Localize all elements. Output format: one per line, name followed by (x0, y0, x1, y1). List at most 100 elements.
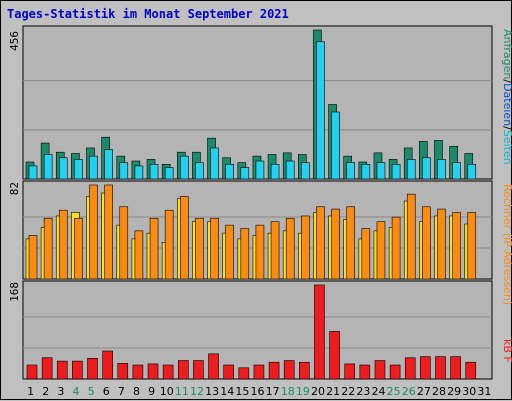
legend-middle: Rechner (IP-Adressen) (501, 184, 512, 305)
bar-rechner (270, 221, 280, 280)
bar-rechner (285, 217, 295, 280)
x-tick-label: 23 (356, 385, 370, 398)
bar-kbf (299, 361, 310, 380)
bar-rechner (361, 228, 371, 280)
bar-dateien (195, 162, 204, 180)
bar-dateien (316, 41, 325, 180)
bar-dateien (58, 157, 68, 180)
bar-rechner (134, 230, 144, 280)
bar-dateien (74, 159, 83, 180)
x-tick-label: 7 (118, 385, 125, 398)
bar-rechner (104, 184, 113, 280)
bar-kbf (420, 356, 431, 380)
bar-rechner (43, 217, 53, 280)
bar-kbf (87, 357, 98, 380)
legend-seiten: Seiten (501, 130, 512, 165)
bar-kbf (208, 353, 219, 380)
bar-rechner (346, 206, 356, 280)
bar-kbf (26, 364, 38, 380)
bar-kbf (132, 364, 144, 380)
plot-panel-3 (22, 280, 493, 380)
x-tick-label: 1 (27, 385, 34, 398)
legend-sep-1: / (501, 79, 512, 83)
bar-dateien (301, 162, 310, 180)
x-tick-label: 28 (432, 385, 446, 398)
bar-dateien (164, 167, 174, 180)
x-tick-label: 6 (103, 385, 110, 398)
legend-kbf: kB F (501, 339, 512, 363)
x-tick-label: 14 (220, 385, 234, 398)
bar-dateien (240, 167, 250, 180)
x-tick-label: 26 (402, 385, 416, 398)
bar-kbf (389, 364, 401, 380)
x-tick-label: 8 (133, 385, 140, 398)
bar-rechner (225, 224, 234, 280)
x-tick-label: 10 (160, 385, 174, 398)
bar-kbf (374, 360, 386, 380)
x-tick-label: 3 (57, 385, 64, 398)
bar-rechner (376, 221, 386, 280)
bar-dateien (134, 165, 144, 180)
bar-kbf (435, 356, 446, 380)
x-tick-label: 25 (387, 385, 401, 398)
bar-rechner (316, 206, 325, 280)
bar-dateien (179, 155, 189, 180)
legend-dateien: Dateien (501, 83, 512, 126)
x-tick-label: 19 (296, 385, 310, 398)
bar-rechner (240, 228, 250, 280)
legend-anfragen: Anfragen (501, 29, 512, 79)
bar-rechner (179, 196, 189, 280)
x-tick-label: 17 (266, 385, 280, 398)
bar-kbf (253, 364, 265, 380)
x-tick-label: 29 (447, 385, 461, 398)
x-tick-label: 22 (341, 385, 355, 398)
bar-dateien (43, 154, 53, 180)
bar-kbf (177, 360, 189, 380)
bar-rechner (28, 235, 38, 280)
bar-dateien (437, 159, 446, 180)
bar-kbf (162, 364, 174, 380)
bar-dateien (376, 162, 386, 180)
bar-dateien (255, 160, 265, 180)
bar-kbf (193, 360, 204, 380)
x-tick-label: 2 (42, 385, 49, 398)
bar-dateien (285, 160, 295, 180)
bar-kbf (404, 357, 416, 380)
bar-rechner (452, 212, 461, 280)
bar-rechner (301, 215, 310, 280)
bar-rechner (210, 217, 219, 280)
bar-dateien (467, 163, 477, 180)
bar-dateien (89, 155, 98, 180)
x-tick-label: 5 (88, 385, 95, 398)
x-tick-label: 13 (205, 385, 219, 398)
bar-kbf (314, 284, 325, 380)
bar-kbf (283, 360, 295, 380)
bar-rechner (119, 206, 129, 280)
y-max-label-middle: 82 (8, 182, 21, 195)
bar-dateien (391, 163, 401, 180)
bar-rechner (467, 212, 477, 280)
bar-dateien (149, 163, 159, 180)
bar-rechner (391, 216, 401, 280)
x-tick-label: 20 (311, 385, 325, 398)
bar-kbf (117, 363, 129, 380)
y-max-label-top: 456 (8, 31, 21, 51)
x-tick-label: 27 (417, 385, 431, 398)
bar-dateien (346, 162, 356, 180)
bar-kbf (450, 356, 461, 380)
bar-dateien (210, 147, 219, 180)
x-tick-label: 21 (326, 385, 340, 398)
x-tick-label: 31 (477, 385, 491, 398)
x-tick-label: 12 (190, 385, 204, 398)
bar-rechner (58, 209, 68, 280)
x-tick-label: 24 (372, 385, 386, 398)
bar-kbf (102, 350, 113, 380)
bar-dateien (361, 163, 371, 180)
legend-rechner-rest: (IP-Adressen) (501, 229, 512, 305)
plot-panel-1 (22, 25, 493, 180)
x-tick-label: 16 (251, 385, 265, 398)
bar-rechner (89, 184, 98, 280)
bar-dateien (422, 157, 431, 180)
bar-kbf (344, 363, 356, 380)
